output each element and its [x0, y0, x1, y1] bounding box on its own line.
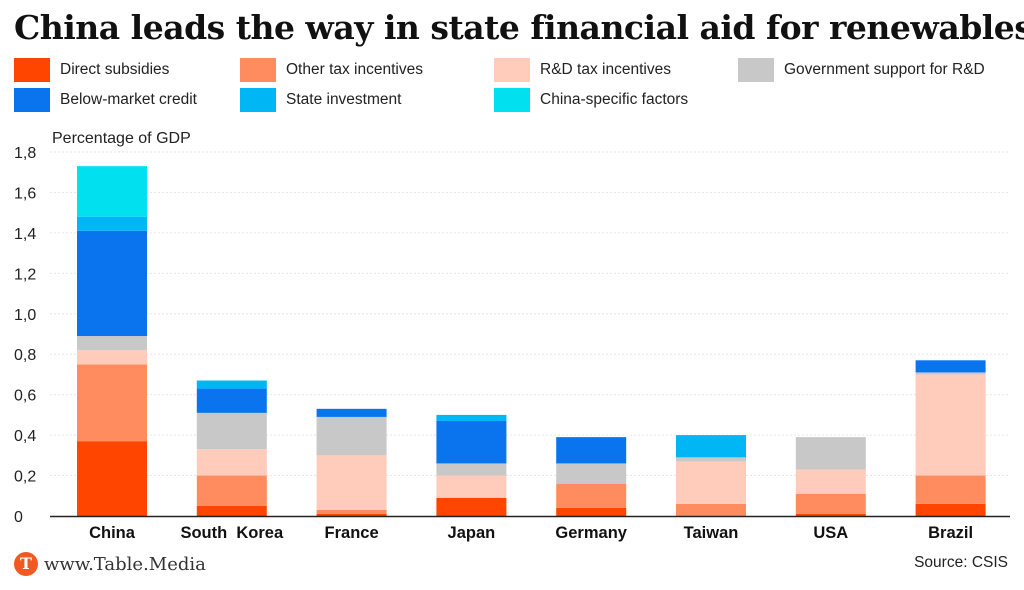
legend-label: R&D tax incentives [540, 61, 671, 78]
x-tick-label: France [325, 524, 379, 542]
bar-segment-other-tax-incentives [915, 475, 986, 504]
bar-segment-government-support-for-randd [915, 372, 986, 375]
bar-segment-direct-subsidies [795, 513, 866, 516]
brand-logo[interactable]: T www.Table.Media [14, 552, 206, 576]
brand-name: www.Table.Media [44, 553, 206, 575]
y-tick-label: 0,4 [14, 428, 36, 445]
bar-segment-direct-subsidies [77, 441, 147, 516]
bar-segment-below-market-credit [556, 437, 627, 464]
x-tick-label: South Korea [180, 524, 283, 542]
bar-segment-randd-tax-incentives [316, 455, 387, 510]
bar-group-brazil [915, 360, 986, 516]
bar-segment-government-support-for-randd [196, 412, 267, 450]
bar-segment-below-market-credit [77, 230, 147, 337]
bar-segment-other-tax-incentives [556, 483, 627, 508]
bar-segment-randd-tax-incentives [196, 449, 267, 476]
legend-label: Other tax incentives [286, 61, 423, 78]
x-tick-label: China [89, 524, 136, 542]
bar-segment-below-market-credit [915, 360, 986, 373]
legend-label: Government support for R&D [784, 61, 985, 78]
bar-segment-state-investment [436, 414, 507, 421]
y-tick-label: 1,4 [14, 226, 36, 243]
bar-segment-state-investment [676, 435, 746, 458]
legend-item-below-market-credit: Below-market credit [14, 88, 197, 112]
bar-segment-government-support-for-randd [436, 463, 507, 476]
bar-segment-direct-subsidies [316, 513, 387, 516]
bar-segment-government-support-for-randd [556, 463, 627, 484]
x-tick-label: Brazil [928, 524, 973, 542]
y-tick-label: 0,8 [14, 347, 36, 364]
bar-segment-direct-subsidies [556, 507, 627, 516]
x-tick-label: Germany [555, 524, 627, 542]
x-tick-label: USA [813, 524, 848, 542]
legend-label: Below-market credit [60, 91, 197, 108]
x-tick-label: Taiwan [684, 524, 739, 542]
bar-group-china [77, 166, 147, 516]
source-note: Source: CSIS [914, 554, 1008, 571]
bar-segment-randd-tax-incentives [795, 469, 866, 494]
legend-swatch [14, 58, 50, 82]
legend-item-other-tax-incentives: Other tax incentives [240, 58, 423, 82]
legend-swatch [240, 58, 276, 82]
bar-segment-below-market-credit [316, 408, 387, 417]
bar-group-south-korea [196, 380, 267, 516]
bar-segment-randd-tax-incentives [676, 461, 746, 504]
legend-label: Direct subsidies [60, 61, 170, 78]
bar-segment-other-tax-incentives [316, 509, 387, 514]
y-tick-label: 0 [14, 509, 23, 526]
legend-item-government-support-for-randd: Government support for R&D [738, 58, 985, 82]
legend-item-china-specific-factors: China-specific factors [494, 88, 688, 112]
y-tick-label: 1,2 [14, 266, 36, 283]
bar-group-taiwan [676, 435, 746, 516]
legend-swatch [14, 88, 50, 112]
bar-group-usa [795, 437, 866, 516]
bar-segment-randd-tax-incentives [77, 350, 147, 365]
legend-swatch [738, 58, 774, 82]
legend-label: State investment [286, 91, 402, 108]
bar-segment-other-tax-incentives [196, 475, 267, 506]
legend-swatch [240, 88, 276, 112]
y-tick-label: 1,0 [14, 307, 36, 324]
chart-title: China leads the way in state financial a… [14, 8, 1024, 47]
bar-segment-government-support-for-randd [316, 416, 387, 456]
bar-segment-below-market-credit [196, 388, 267, 413]
bar-segment-direct-subsidies [196, 505, 267, 516]
bar-segment-direct-subsidies [436, 497, 507, 516]
bar-segment-direct-subsidies [915, 503, 986, 516]
bar-segment-randd-tax-incentives [915, 374, 986, 476]
y-axis-label: Percentage of GDP [52, 130, 191, 147]
legend-swatch [494, 88, 530, 112]
bar-group-japan [436, 414, 507, 516]
legend-swatch [494, 58, 530, 82]
bar-group-france [316, 408, 387, 516]
legend-item-direct-subsidies: Direct subsidies [14, 58, 169, 82]
y-tick-label: 1,8 [14, 145, 36, 162]
legend-label: China-specific factors [540, 91, 689, 108]
bar-segment-randd-tax-incentives [436, 475, 507, 498]
y-tick-label: 0,6 [14, 388, 36, 405]
table-media-logo-icon: T [14, 552, 38, 576]
bar-segment-government-support-for-randd [77, 336, 147, 351]
bar-group-germany [556, 437, 627, 516]
legend-item-state-investment: State investment [240, 88, 401, 112]
bar-segment-other-tax-incentives [795, 493, 866, 514]
legend-item-randd-tax-incentives: R&D tax incentives [494, 58, 671, 82]
y-tick-label: 1,6 [14, 185, 36, 202]
bar-segment-government-support-for-randd [676, 457, 746, 462]
bar-segment-state-investment [77, 216, 147, 231]
bar-segment-state-investment [196, 380, 267, 389]
bar-segment-china-specific-factors [77, 166, 147, 217]
bar-segment-below-market-credit [436, 420, 507, 464]
y-tick-label: 0,2 [14, 469, 36, 486]
x-tick-label: Japan [448, 524, 496, 542]
bar-segment-other-tax-incentives [77, 364, 147, 442]
bar-segment-other-tax-incentives [676, 503, 746, 516]
bar-segment-government-support-for-randd [795, 437, 866, 470]
